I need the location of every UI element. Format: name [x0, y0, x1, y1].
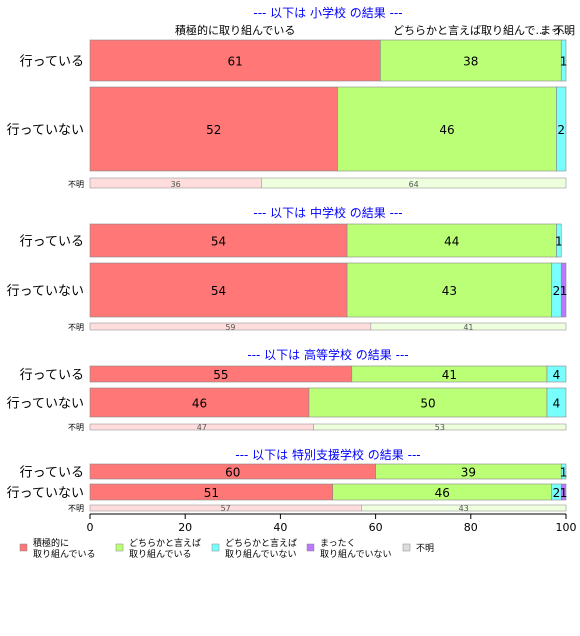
panel-title: --- 以下は 中学校 の結果 ---: [253, 205, 402, 220]
bar-segment: [560, 463, 567, 480]
data-label: 61: [228, 55, 243, 69]
legend-swatch: [402, 543, 411, 552]
header-label: 積極的に取り組んでいる: [175, 23, 295, 37]
bar-segment: [89, 86, 338, 172]
legend-swatch: [19, 543, 28, 552]
data-label: 2: [557, 123, 565, 137]
data-label: 46: [192, 397, 207, 411]
bar-segment: [556, 223, 562, 258]
unknown-bar-segment: [370, 322, 567, 331]
unknown-data-label: 43: [459, 504, 469, 513]
header-label: 不明: [553, 24, 575, 37]
header-label: まっ...: [540, 24, 572, 37]
bar-segment: [89, 223, 348, 258]
bar-segment: [337, 86, 557, 172]
bar-segment: [546, 387, 567, 418]
unknown-bar-segment: [261, 177, 567, 189]
unknown-data-label: 36: [171, 180, 181, 189]
bar-segment: [308, 387, 548, 418]
row-label: 行っていない: [7, 397, 84, 412]
data-label: 52: [206, 123, 221, 137]
data-label: 50: [420, 397, 435, 411]
data-label: 55: [213, 368, 228, 382]
unknown-data-label: 57: [221, 504, 231, 513]
data-label: 1: [560, 55, 568, 69]
bar-segment: [89, 262, 348, 318]
data-label: 54: [211, 235, 226, 249]
unknown-data-label: 53: [435, 423, 445, 432]
data-label: 4: [553, 368, 561, 382]
data-label: 1: [555, 235, 563, 249]
legend-label: まったく取り組んでいない: [320, 538, 392, 560]
unknown-data-label: 47: [197, 423, 207, 432]
unknown-row-label: 不明: [68, 423, 84, 432]
data-label: 1: [560, 466, 568, 480]
unknown-bar-segment: [361, 504, 567, 512]
bar-segment: [546, 365, 567, 383]
unknown-data-label: 64: [409, 180, 419, 189]
x-tick-label: 40: [273, 521, 287, 534]
panel-title: --- 以下は 高等学校 の結果 ---: [247, 347, 408, 362]
legend-swatch: [115, 543, 124, 552]
x-tick-label: 100: [556, 521, 577, 534]
data-label: 1: [560, 284, 568, 298]
unknown-bar-segment: [313, 423, 567, 431]
bar-segment: [556, 86, 567, 172]
row-label: 行っている: [20, 466, 84, 481]
legend-swatch: [306, 543, 315, 552]
data-label: 38: [463, 55, 478, 69]
data-label: 39: [461, 466, 476, 480]
row-label: 行っている: [20, 235, 84, 250]
data-label: 54: [211, 284, 226, 298]
unknown-data-label: 41: [463, 323, 473, 332]
bar-segment: [560, 262, 567, 318]
legend-swatch: [211, 543, 220, 552]
legend-label: 積極的に取り組んでいる: [33, 537, 96, 560]
data-label: 1: [560, 486, 568, 500]
x-tick-label: 80: [464, 521, 478, 534]
x-tick-label: 60: [369, 521, 383, 534]
legend-label: どちらかと言えば取り組んでいる: [129, 537, 201, 560]
unknown-row-label: 不明: [68, 504, 84, 513]
data-label: 43: [442, 284, 457, 298]
header-label: どちらかと言えば取り組んで...: [393, 24, 546, 37]
bar-segment: [560, 39, 567, 82]
row-label: 行っていない: [7, 123, 84, 138]
data-label: 60: [225, 466, 240, 480]
data-label: 41: [442, 368, 457, 382]
row-label: 行っている: [20, 55, 84, 70]
unknown-row-label: 不明: [68, 323, 84, 332]
row-label: 行っていない: [7, 284, 84, 299]
panel-title: --- 以下は 特別支援学校 の結果 ---: [235, 447, 420, 462]
data-label: 46: [439, 123, 454, 137]
unknown-row-label: 不明: [68, 180, 84, 189]
data-label: 51: [204, 486, 219, 500]
data-label: 2: [553, 486, 561, 500]
legend-label: 不明: [416, 543, 434, 554]
row-label: 行っていない: [7, 486, 84, 501]
data-label: 4: [553, 397, 561, 411]
bar-segment: [89, 387, 310, 418]
row-label: 行っている: [20, 368, 84, 383]
panel-title: --- 以下は 小学校 の結果 ---: [253, 5, 402, 20]
x-tick-label: 20: [178, 521, 192, 534]
data-label: 44: [444, 235, 459, 249]
unknown-data-label: 59: [225, 323, 235, 332]
bar-segment: [346, 262, 553, 318]
legend-label: どちらかと言えば取り組んでいない: [225, 537, 297, 560]
data-label: 46: [435, 486, 450, 500]
data-label: 2: [553, 284, 561, 298]
bar-segment: [380, 39, 562, 82]
x-tick-label: 0: [87, 521, 94, 534]
bar-segment: [560, 483, 567, 501]
